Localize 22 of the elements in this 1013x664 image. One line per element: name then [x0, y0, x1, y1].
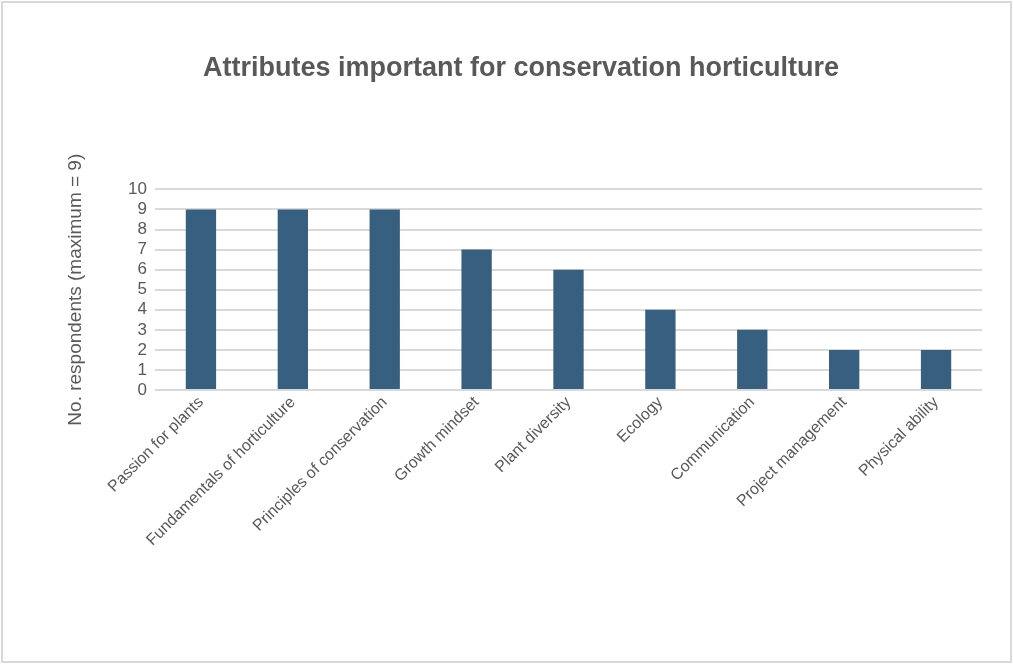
bar [829, 349, 860, 389]
y-tick-label: 9 [137, 199, 147, 219]
y-axis-title: No. respondents (maximum = 9) [63, 153, 85, 426]
bar [737, 329, 768, 389]
bar [277, 209, 308, 389]
bar [645, 309, 676, 389]
y-tick-label: 10 [128, 179, 147, 199]
bar [920, 349, 952, 389]
bar [369, 209, 400, 389]
y-tick-label: 7 [137, 239, 147, 259]
y-tick-label: 8 [137, 219, 147, 239]
y-tick-label: 6 [137, 259, 147, 279]
y-tick-label: 2 [137, 339, 147, 359]
y-tick-label: 3 [137, 319, 147, 339]
bar [461, 249, 492, 389]
y-tick-label: 4 [137, 299, 147, 319]
bar [553, 269, 584, 389]
y-tick-label: 1 [137, 359, 147, 379]
bar [185, 209, 217, 389]
y-tick-label: 0 [137, 379, 147, 399]
y-tick-label: 5 [137, 279, 147, 299]
chart-title: Attributes important for conservation horticulture [202, 51, 840, 82]
